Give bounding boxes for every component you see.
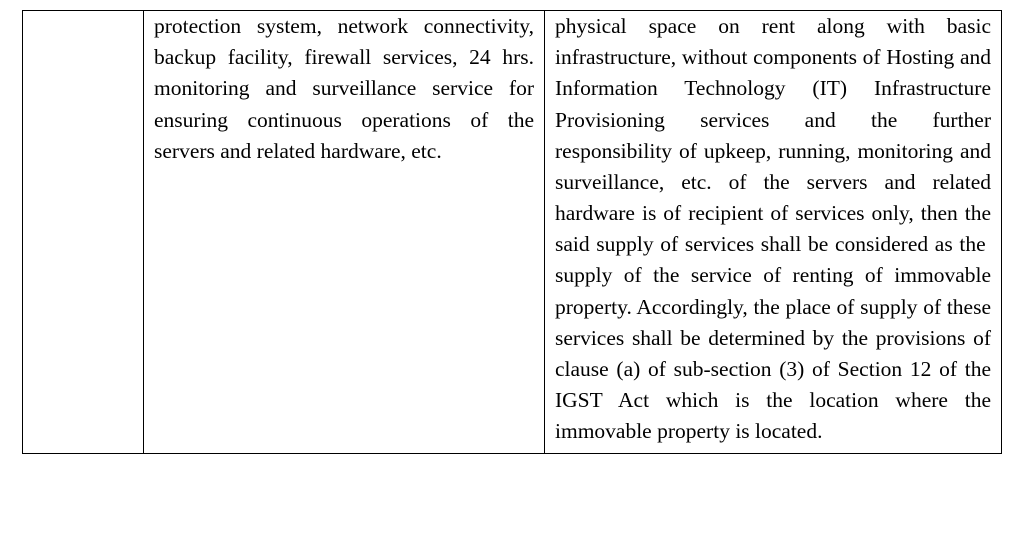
document-page: protection system, network connectivity,… — [0, 0, 1024, 547]
cell-col1 — [23, 11, 144, 454]
table-row: protection system, network connectivity,… — [23, 11, 1002, 454]
content-table: protection system, network connectivity,… — [22, 10, 1002, 454]
cell-col3: physical space on rent along with basic … — [545, 11, 1002, 454]
cell-col2: protection system, network connectivity,… — [144, 11, 545, 454]
